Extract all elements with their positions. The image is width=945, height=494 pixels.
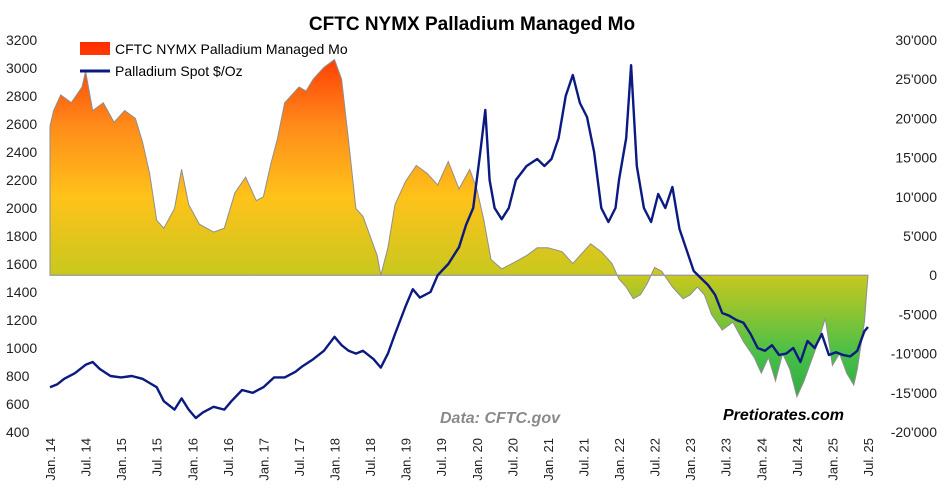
x-tick-label: Jan. 20 — [470, 438, 485, 481]
left-tick-label: 400 — [6, 424, 30, 440]
left-tick-label: 3200 — [6, 32, 37, 48]
left-tick-label: 3000 — [6, 60, 37, 76]
right-tick-label: 10'000 — [895, 189, 937, 205]
x-tick-label: Jul. 21 — [577, 438, 592, 476]
right-tick-label: -15'000 — [891, 385, 937, 401]
x-tick-label: Jan. 16 — [185, 438, 200, 481]
right-tick-label: 25'000 — [895, 71, 937, 87]
right-tick-label: -10'000 — [891, 346, 937, 362]
left-tick-label: 800 — [6, 368, 30, 384]
brand-annotation: Pretiorates.com — [723, 407, 844, 424]
right-tick-label: -20'000 — [891, 424, 937, 440]
legend-label-spot: Palladium Spot $/Oz — [115, 63, 243, 79]
x-tick-label: Jul. 14 — [79, 438, 94, 476]
x-tick-label: Jan. 22 — [612, 438, 627, 481]
x-tick-label: Jul. 16 — [221, 438, 236, 476]
left-tick-label: 2000 — [6, 200, 37, 216]
x-tick-label: Jul. 24 — [790, 438, 805, 476]
right-tick-label: -5'000 — [899, 306, 938, 322]
x-tick-label: Jan. 23 — [683, 438, 698, 481]
chart-title: CFTC NYMX Palladium Managed Mo — [309, 14, 635, 35]
left-tick-label: 1400 — [6, 284, 37, 300]
spot-line-layer — [49, 64, 869, 420]
left-tick-label: 1600 — [6, 256, 37, 272]
x-tick-label: Jul. 20 — [505, 438, 520, 476]
left-tick-label: 2600 — [6, 116, 37, 132]
left-tick-label: 1000 — [6, 340, 37, 356]
x-tick-label: Jul. 19 — [434, 438, 449, 476]
right-tick-label: 30'000 — [895, 32, 937, 48]
right-axis: 30'000 25'000 20'000 15'000 10'000 5'000 0 -5'0… — [891, 32, 937, 440]
left-tick-label: 600 — [6, 396, 30, 412]
left-tick-label: 2400 — [6, 144, 37, 160]
right-tick-label: 20'000 — [895, 110, 937, 126]
left-tick-label: 1200 — [6, 312, 37, 328]
x-tick-label: Jan. 17 — [256, 438, 271, 481]
x-tick-label: Jul. 22 — [648, 438, 663, 476]
x-tick-label: Jul. 23 — [719, 438, 734, 476]
x-tick-label: Jan. 14 — [43, 438, 58, 481]
legend-label-managed-money: CFTC NYMX Palladium Managed Mo — [115, 41, 348, 57]
x-tick-label: Jul. 18 — [363, 438, 378, 476]
right-tick-label: 15'000 — [895, 150, 937, 166]
legend: CFTC NYMX Palladium Managed Mo Palladium… — [80, 41, 348, 79]
managed-money-area-layer — [49, 58, 869, 399]
spot-price-line — [49, 64, 869, 420]
left-tick-label: 2200 — [6, 172, 37, 188]
x-tick-label: Jul. 15 — [150, 438, 165, 476]
right-tick-label: 0 — [929, 267, 937, 283]
x-axis: Jan. 14 Jul. 14 Jan. 15 Jul. 15 Jan. 16 Jul. … — [43, 438, 876, 481]
source-annotation: Data: CFTC.gov — [440, 410, 561, 427]
left-axis: 3200 3000 2800 2600 2400 2200 2000 1800 1600 1400… — [6, 32, 37, 440]
x-tick-label: Jan. 18 — [328, 438, 343, 481]
x-tick-label: Jan. 24 — [754, 438, 769, 481]
x-tick-label: Jan. 21 — [541, 438, 556, 481]
legend-swatch-managed-money — [80, 42, 110, 55]
x-tick-label: Jan. 19 — [399, 438, 414, 481]
x-tick-label: Jan. 25 — [825, 438, 840, 481]
x-tick-label: Jul. 17 — [292, 438, 307, 476]
left-tick-label: 2800 — [6, 88, 37, 104]
managed-money-area — [49, 58, 869, 399]
x-tick-label: Jan. 15 — [114, 438, 129, 481]
x-tick-label: Jul. 25 — [861, 438, 876, 476]
right-tick-label: 5'000 — [903, 228, 937, 244]
left-tick-label: 1800 — [6, 228, 37, 244]
